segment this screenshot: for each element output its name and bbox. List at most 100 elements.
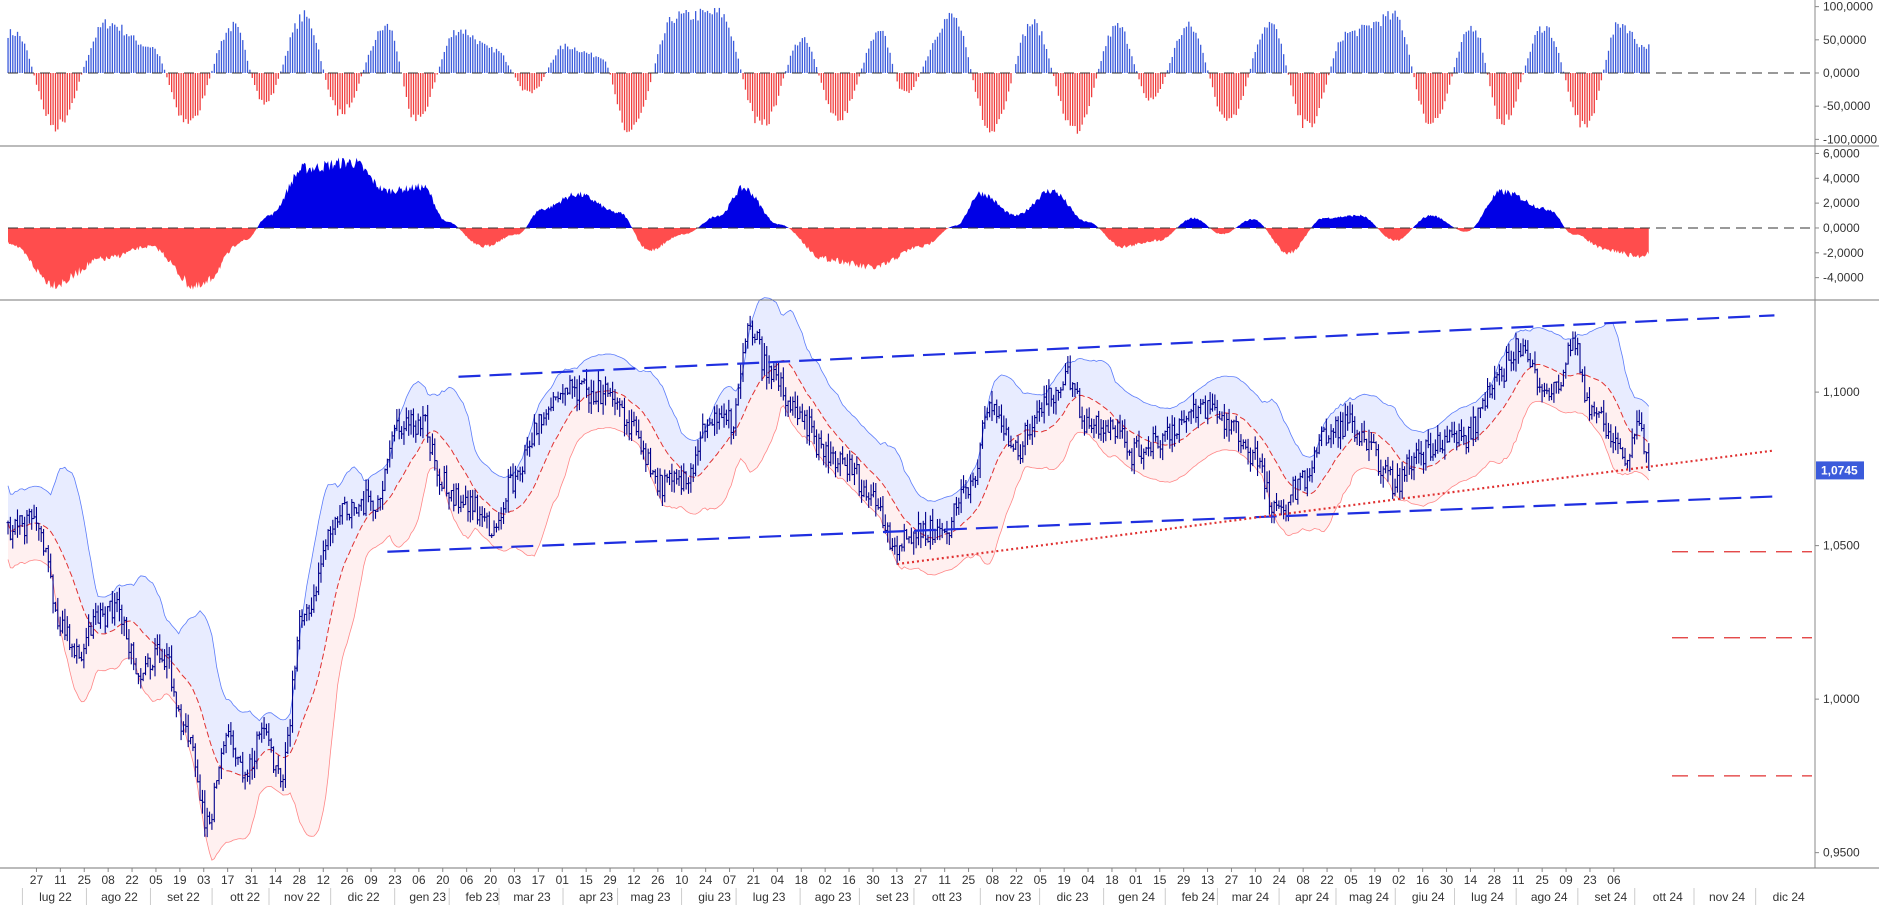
histogram-bar [137, 44, 140, 73]
histogram-bar [875, 32, 877, 73]
x-day-label: 30 [1440, 873, 1454, 887]
histogram-bar [604, 61, 607, 73]
histogram-bar [943, 19, 946, 73]
histogram-bar [1520, 73, 1522, 83]
x-day-label: 26 [651, 873, 665, 887]
x-month-label: apr 24 [1295, 890, 1329, 904]
histogram-bar [647, 73, 649, 92]
histogram-bar [1396, 16, 1399, 73]
histogram-bar [1373, 22, 1375, 73]
histogram-bar [1422, 73, 1425, 114]
histogram-bar [1173, 47, 1176, 73]
histogram-bar [612, 73, 614, 85]
histogram-bar [363, 69, 365, 73]
x-day-label: 31 [245, 873, 259, 887]
histogram-bar [465, 29, 467, 74]
x-day-label: 29 [603, 873, 617, 887]
histogram-bar [801, 38, 804, 73]
histogram-bar [446, 45, 448, 73]
histogram-bar [1301, 73, 1304, 129]
histogram-bar [953, 17, 955, 73]
histogram-bar [462, 33, 464, 73]
histogram-bar [666, 22, 668, 73]
histogram-bar [277, 73, 279, 79]
histogram-bar [837, 73, 839, 121]
histogram-bar [1105, 46, 1107, 73]
histogram-bar [1275, 29, 1278, 74]
x-day-label: 25 [1535, 873, 1549, 887]
histogram-bar [695, 11, 697, 73]
histogram-bar [227, 28, 230, 73]
histogram-bar [1361, 24, 1363, 73]
histogram-bar [887, 47, 889, 73]
histogram-bar [804, 37, 806, 73]
x-day-label: 14 [1464, 873, 1478, 887]
middle-band-line [7, 359, 1650, 777]
histogram-bar [635, 73, 638, 123]
histogram-bar [671, 21, 673, 73]
histogram-bar [1185, 26, 1188, 73]
histogram-bar [1041, 31, 1043, 73]
histogram-bar [1081, 73, 1083, 125]
x-day-label: 13 [1201, 873, 1215, 887]
histogram-bar [163, 69, 166, 73]
histogram-bar [915, 73, 917, 82]
x-day-label: 08 [101, 873, 115, 887]
histogram-bar [823, 73, 825, 90]
histogram-bar [960, 30, 962, 73]
histogram-bar [1527, 58, 1529, 73]
histogram-bar [1614, 22, 1617, 73]
histogram-bar [1320, 73, 1323, 99]
histogram-bar [844, 73, 846, 112]
histogram-bar [457, 31, 460, 74]
histogram-bar [396, 51, 398, 73]
histogram-bar [1358, 28, 1361, 74]
histogram-bar [66, 73, 68, 116]
histogram-bar [1607, 50, 1610, 73]
x-day-label: 01 [556, 873, 570, 887]
histogram-bar [1245, 73, 1247, 87]
histogram-bar [1036, 23, 1038, 73]
histogram-bar [1368, 25, 1370, 73]
histogram-bar [1494, 73, 1496, 106]
histogram-bar [593, 57, 595, 73]
histogram-bar [1624, 25, 1626, 73]
histogram-bar [789, 55, 792, 73]
histogram-bar [1648, 44, 1650, 73]
histogram-bar [678, 11, 680, 73]
histogram-bar [834, 73, 837, 116]
histogram-bar [370, 50, 372, 73]
histogram-bar [811, 51, 813, 73]
histogram-bar [282, 64, 284, 73]
y-tick-label: 1,0500 [1823, 539, 1860, 553]
histogram-bar [1219, 73, 1221, 112]
time-axis: 27 11 25 08 22 05 19 03 17 31 14 28 12 26 09 23 06 20 06 20… [21, 868, 1805, 905]
x-day-label: 11 [54, 873, 67, 887]
histogram-bar [348, 73, 351, 108]
x-day-label: 16 [842, 873, 856, 887]
histogram-bar [1337, 42, 1339, 73]
histogram-bar [1316, 73, 1318, 117]
histogram-bar [450, 37, 453, 73]
histogram-bar [1484, 62, 1486, 73]
histogram-bar [623, 73, 626, 131]
histogram-bar [1192, 31, 1195, 74]
histogram-bar [1349, 31, 1351, 73]
x-day-label: 23 [1583, 873, 1597, 887]
histogram-bar [673, 22, 675, 73]
histogram-bar [590, 52, 592, 73]
histogram-bar [728, 27, 730, 73]
y-tick-label: 0,0000 [1823, 221, 1860, 235]
histogram-bar [1290, 73, 1292, 86]
histogram-bar [28, 58, 31, 73]
histogram-bar [1283, 54, 1285, 73]
histogram-bar [1505, 73, 1508, 115]
histogram-bar [1098, 68, 1100, 73]
histogram-bar [1377, 21, 1380, 73]
histogram-bar [1437, 73, 1439, 118]
histogram-bar [1024, 35, 1026, 73]
histogram-bar [389, 29, 391, 73]
histogram-bar [1546, 26, 1548, 73]
histogram-bar [1510, 73, 1512, 116]
histogram-bar [1247, 73, 1249, 78]
